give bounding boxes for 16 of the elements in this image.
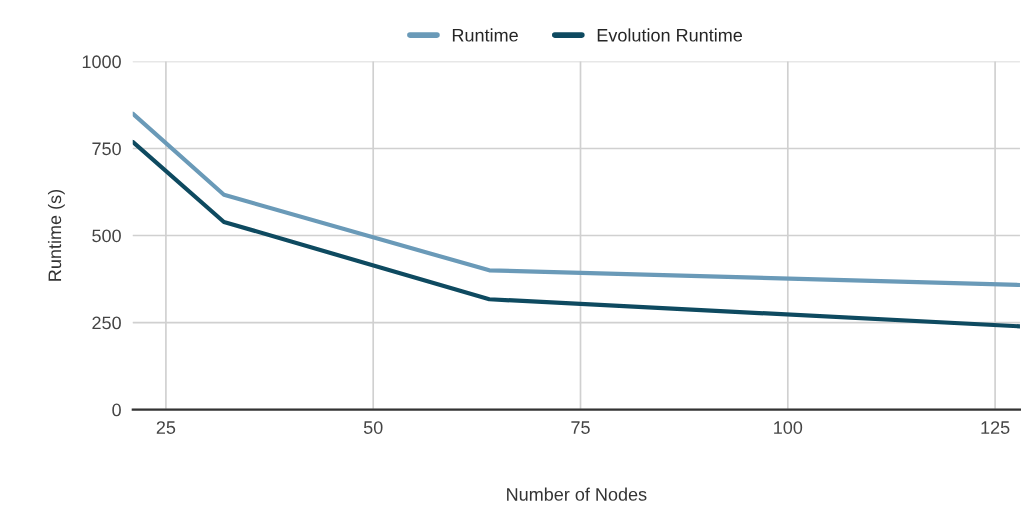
x-tick-label: 25 bbox=[156, 421, 176, 434]
y-tick-label: 1000 bbox=[82, 55, 121, 69]
legend-label: Runtime bbox=[452, 28, 518, 42]
y-tick-label: 500 bbox=[92, 229, 121, 243]
y-axis-title: Runtime (s) bbox=[47, 189, 65, 281]
y-tick-label: 0 bbox=[112, 403, 121, 417]
legend-label: Evolution Runtime bbox=[597, 28, 743, 42]
line-series bbox=[132, 139, 1020, 329]
x-tick-label: 125 bbox=[981, 421, 1010, 434]
y-tick-label: 250 bbox=[92, 316, 121, 330]
x-tick-label: 75 bbox=[571, 421, 590, 434]
line-series bbox=[132, 111, 1020, 288]
x-tick-label: 100 bbox=[774, 421, 803, 434]
x-axis-title: Number of Nodes bbox=[507, 487, 647, 501]
y-tick-label: 750 bbox=[92, 142, 121, 156]
x-tick-label: 50 bbox=[363, 421, 383, 434]
